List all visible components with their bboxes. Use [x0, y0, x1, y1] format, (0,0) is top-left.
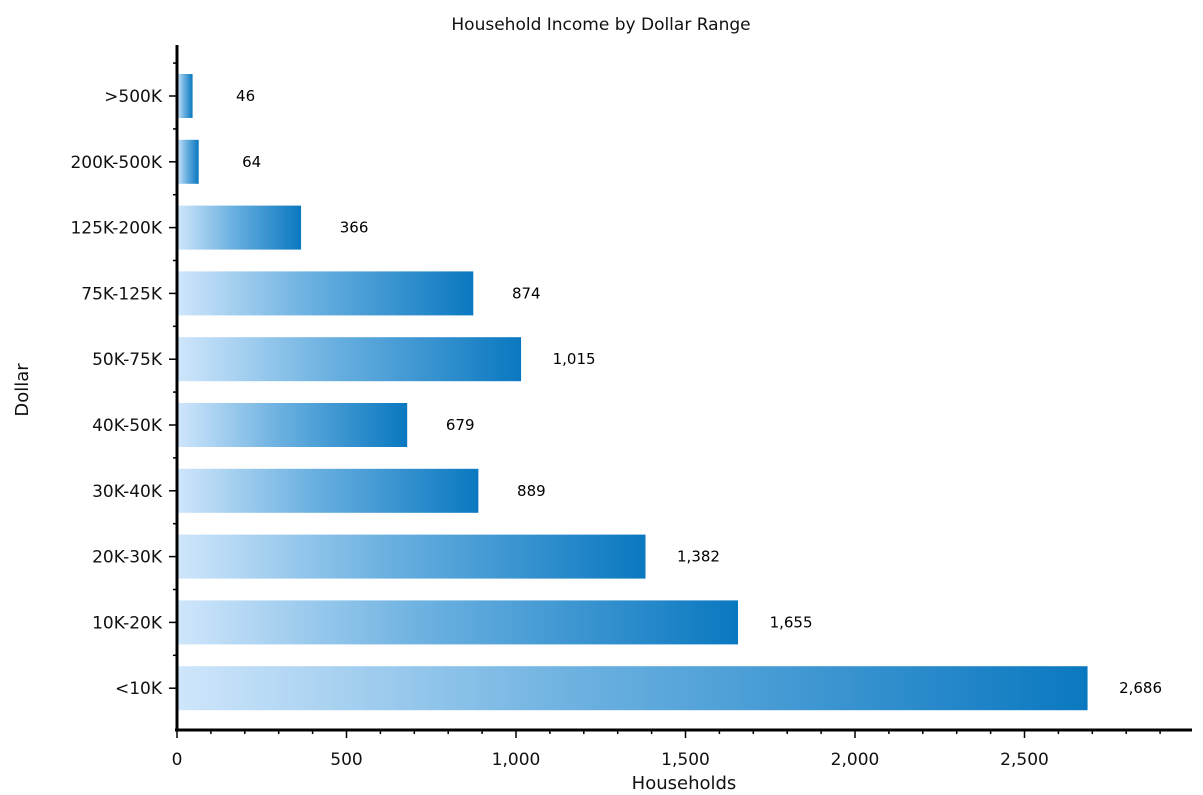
- x-tick-label: 500: [330, 750, 362, 770]
- bar-value-label: 46: [236, 87, 255, 105]
- bar-value-label: 64: [242, 153, 261, 171]
- y-tick-label: 30K-40K: [92, 482, 163, 502]
- y-tick-label: 40K-50K: [92, 416, 163, 436]
- bar-value-label: 1,382: [677, 548, 720, 566]
- bar-2: [177, 205, 302, 250]
- bar-value-label: 366: [340, 219, 369, 237]
- bar-8: [177, 600, 739, 645]
- bar-3: [177, 271, 474, 316]
- bar-value-label: 889: [517, 482, 546, 500]
- x-tick-label: 2,000: [831, 750, 880, 770]
- bar-value-label: 1,015: [553, 350, 596, 368]
- chart-title: Household Income by Dollar Range: [451, 15, 750, 35]
- bar-0: [177, 74, 193, 118]
- bar-6: [177, 468, 479, 513]
- y-axis-ticks: >500K 200K-500K 125K-200K 75K-125K 50K-75K 40…: [70, 62, 177, 699]
- y-tick-label: 20K-30K: [92, 548, 163, 568]
- x-tick-label: 2,500: [1000, 750, 1049, 770]
- y-tick-label: 50K-75K: [92, 350, 163, 370]
- y-tick-label: 10K-20K: [92, 613, 163, 633]
- x-tick-label: 0: [172, 750, 183, 770]
- bar-9: [177, 666, 1088, 711]
- y-tick-label: 75K-125K: [81, 284, 163, 304]
- bar-value-label: 679: [446, 416, 475, 434]
- bar-1: [177, 139, 199, 184]
- x-axis-ticks: 0 500 1,000 1,500 2,000 2,500: [172, 730, 1161, 770]
- y-tick-label: 125K-200K: [70, 219, 162, 239]
- x-axis-title: Households: [632, 773, 737, 794]
- y-axis-title: Dollar: [12, 363, 33, 417]
- y-tick-label: >500K: [104, 87, 163, 107]
- x-tick-label: 1,000: [492, 750, 541, 770]
- bar-value-label: 2,686: [1119, 679, 1162, 697]
- y-tick-label: 200K-500K: [70, 153, 162, 173]
- bar-5: [177, 403, 408, 447]
- bar-value-label: 874: [512, 284, 541, 302]
- y-tick-label: <10K: [115, 679, 163, 699]
- value-labels-layer: 46 64 366 874 1,015 679 889 1,382 1,655 2,686: [236, 87, 1162, 697]
- bar-value-label: 1,655: [770, 613, 813, 631]
- bar-7: [177, 534, 646, 579]
- bars-layer: [177, 74, 1088, 711]
- x-tick-label: 1,500: [661, 750, 710, 770]
- bar-4: [177, 337, 522, 382]
